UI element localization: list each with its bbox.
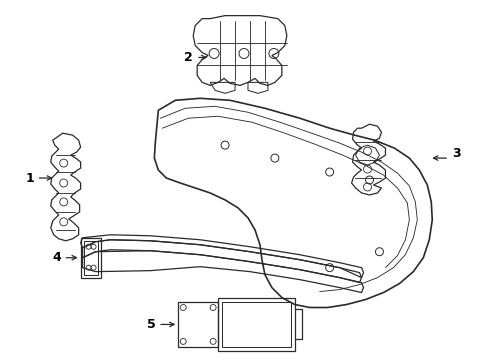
- Text: 3: 3: [452, 147, 461, 159]
- Text: 4: 4: [52, 251, 76, 264]
- Text: 1: 1: [25, 171, 51, 185]
- Text: 5: 5: [147, 318, 174, 331]
- Text: 2: 2: [184, 51, 206, 64]
